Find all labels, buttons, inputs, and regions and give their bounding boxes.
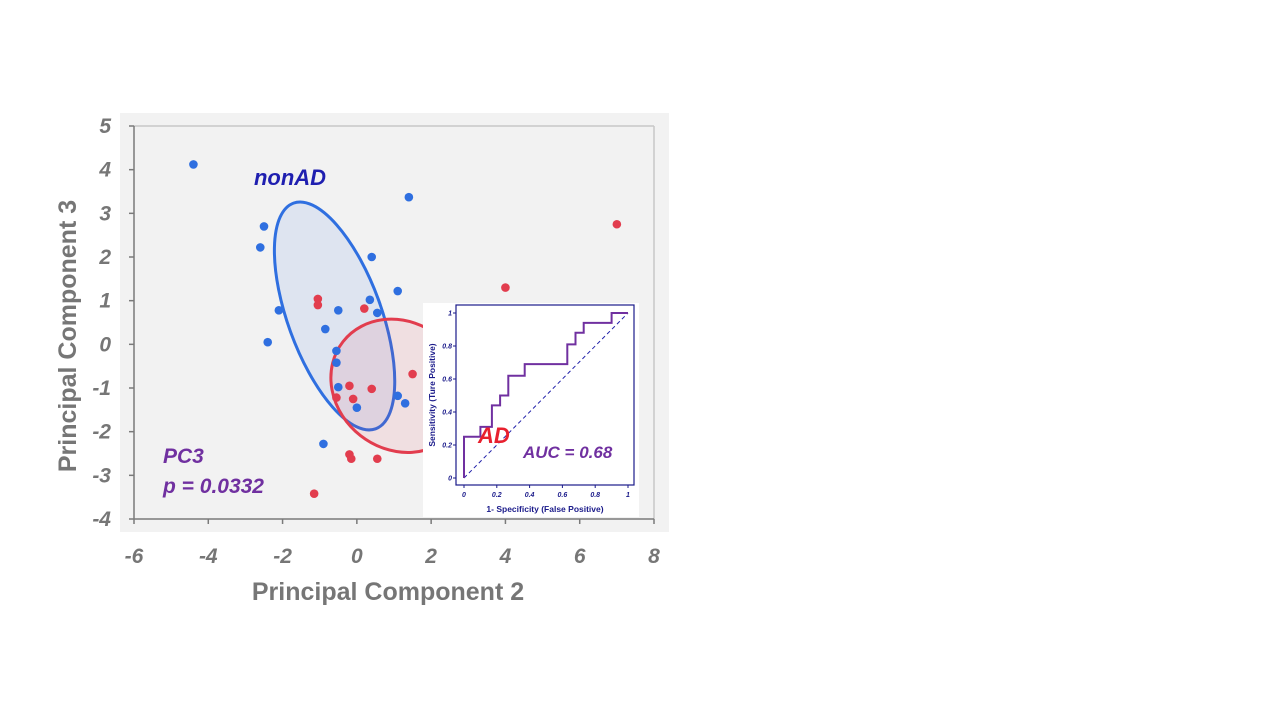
roc-x-tick-label: 0.4 (525, 492, 535, 499)
roc-curve (463, 312, 628, 478)
x-tick-label: -6 (125, 545, 144, 568)
x-tick-label: -4 (199, 545, 218, 568)
auc-label: AUC = 0.68 (522, 443, 613, 462)
nonad-data-point (189, 160, 198, 169)
x-tick-label: 4 (499, 545, 512, 568)
roc-y-tick-label: 0.2 (442, 443, 452, 450)
roc-y-tick-label: 0.4 (442, 410, 452, 417)
ad-data-point (346, 454, 356, 464)
roc-x-tick-label: 0 (462, 492, 466, 499)
nonad-data-point (365, 295, 375, 305)
nonad-data-point (259, 222, 269, 231)
y-tick-label: 3 (99, 202, 111, 225)
ad-data-point (348, 394, 358, 404)
y-tick-label: 1 (99, 290, 111, 313)
x-axis-title: Principal Component 2 (252, 578, 524, 606)
y-tick-label: -2 (92, 421, 111, 444)
nonad-data-point (255, 243, 265, 252)
nonad-data-point (332, 346, 341, 356)
roc-x-tick-label: 0.6 (558, 492, 568, 499)
nonad-data-point (319, 439, 328, 449)
roc-x-tick-label: 0.2 (492, 492, 502, 499)
x-tick-label: 8 (648, 545, 660, 568)
ad-data-point (309, 489, 319, 498)
roc-x-tick-label: 1 (626, 492, 630, 499)
roc-plot-frame (455, 304, 635, 486)
nonad-data-point (400, 398, 410, 408)
nonad-data-point (393, 286, 403, 296)
y-tick-label: -1 (92, 377, 111, 400)
p-value-label: p = 0.0332 (162, 475, 264, 498)
ad-data-point (501, 283, 510, 292)
y-tick-label: -4 (92, 508, 111, 531)
pc-label: PC3 (163, 445, 204, 468)
roc-chance-diagonal (463, 312, 629, 479)
x-tick-label: 2 (424, 545, 437, 568)
nonad-data-point (393, 391, 403, 401)
y-tick-label: 4 (98, 159, 111, 182)
nonad-data-point (320, 324, 330, 334)
roc-y-tick-label: 1 (448, 311, 452, 318)
y-tick-label: 0 (99, 333, 111, 356)
nonad-data-point (274, 305, 284, 315)
ad-data-point (359, 304, 369, 313)
y-tick-label: 5 (99, 115, 111, 138)
nonad-data-point (367, 252, 377, 262)
nonad-data-point (333, 305, 343, 315)
roc-x-tick-label: 0.8 (590, 492, 600, 499)
y-tick-label: -3 (92, 464, 111, 487)
nonad-data-point (333, 382, 343, 392)
ad-group-label: AD (477, 423, 510, 448)
y-axis-title: Principal Component 3 (54, 200, 82, 472)
nonad-data-point (372, 308, 382, 318)
roc-x-axis-title: 1- Specificity (False Positive) (486, 504, 603, 514)
roc-y-tick-label: 0 (448, 476, 452, 483)
nonad-data-point (263, 337, 273, 347)
ad-data-point (313, 294, 323, 304)
roc-y-axis-title: Sensitivity (Ture Positive) (427, 343, 437, 446)
x-tick-label: 6 (574, 545, 586, 568)
nonad-group-label: nonAD (254, 165, 326, 190)
ad-data-point (372, 454, 382, 464)
ad-data-point (332, 393, 341, 402)
ad-data-point (367, 384, 377, 394)
ad-data-point (313, 300, 323, 310)
nonad-confidence-ellipse (272, 200, 397, 432)
x-tick-label: 0 (351, 545, 363, 568)
y-tick-label: 2 (98, 246, 111, 269)
nonad-data-point (332, 358, 341, 367)
ad-data-point (345, 381, 354, 391)
roc-y-tick-label: 0.6 (442, 377, 452, 384)
roc-y-tick-label: 0.8 (442, 344, 452, 351)
nonad-data-point (404, 192, 414, 202)
nonad-data-point (352, 403, 362, 412)
ad-data-point (612, 219, 622, 229)
ad-data-point (408, 369, 417, 379)
x-tick-label: -2 (273, 545, 292, 568)
